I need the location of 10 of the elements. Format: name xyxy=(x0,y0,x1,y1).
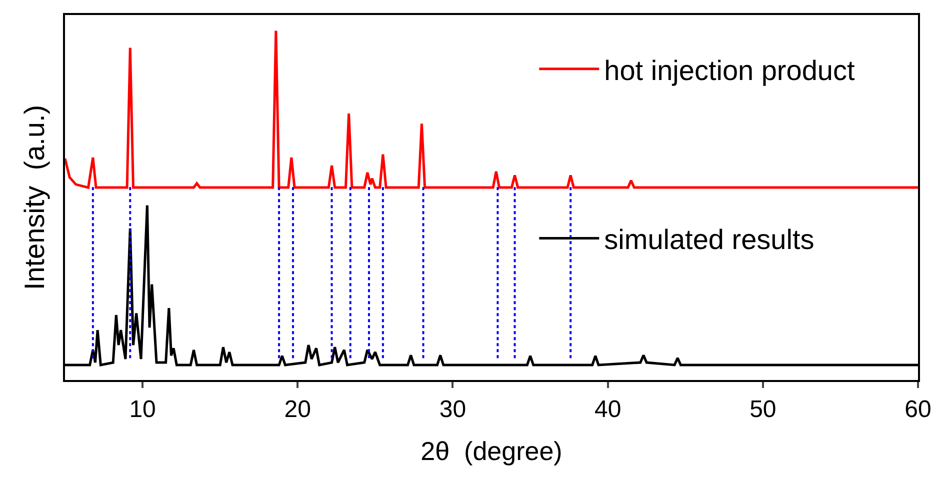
y-axis-title: Intensity (a.u.) xyxy=(19,104,50,290)
legend-label: simulated results xyxy=(604,224,814,256)
x-tick-label: 30 xyxy=(439,396,466,423)
x-tick-label: 50 xyxy=(750,396,776,423)
x-tick-label: 10 xyxy=(129,396,156,423)
x-tick-label: 60 xyxy=(904,396,932,423)
legend-label: hot injection product xyxy=(604,54,855,86)
x-tick-label: 40 xyxy=(594,396,622,423)
x-tick-label: 20 xyxy=(284,396,311,423)
x-axis-title: 2θ (degree) xyxy=(420,436,562,466)
